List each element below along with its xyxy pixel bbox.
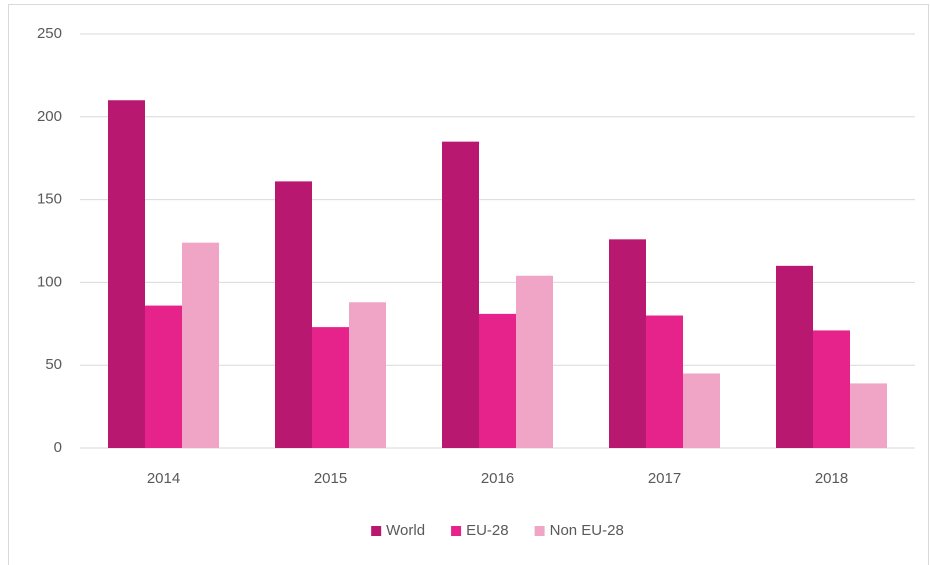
bar <box>516 275 553 448</box>
legend-label: Non EU-28 <box>550 522 624 539</box>
y-tick-label: 50 <box>45 356 62 373</box>
bar <box>182 242 219 448</box>
bar <box>108 100 145 449</box>
legend-swatch <box>371 526 382 536</box>
legend-swatch <box>451 526 462 536</box>
bar <box>275 181 312 448</box>
bar <box>646 315 683 448</box>
x-tick-label: 2014 <box>147 470 180 487</box>
bar <box>609 239 646 448</box>
y-tick-label: 150 <box>37 191 62 208</box>
legend-label: EU-28 <box>466 522 509 539</box>
y-tick-label: 0 <box>54 439 62 456</box>
bar <box>850 383 887 448</box>
x-tick-label: 2016 <box>481 470 514 487</box>
y-tick-label: 250 <box>37 25 62 42</box>
bar <box>145 305 182 448</box>
y-tick-label: 100 <box>37 273 62 290</box>
bar <box>776 265 813 448</box>
y-tick-label: 200 <box>37 108 62 125</box>
bar <box>479 313 516 448</box>
bar <box>442 141 479 448</box>
bar <box>312 327 349 448</box>
chart-border <box>8 4 929 565</box>
x-tick-label: 2018 <box>815 470 848 487</box>
x-tick-label: 2017 <box>648 470 681 487</box>
legend-swatch <box>534 526 545 536</box>
legend-label: World <box>386 522 425 539</box>
bar <box>349 302 386 448</box>
bar <box>813 330 850 448</box>
bar <box>683 373 720 448</box>
x-tick-label: 2015 <box>314 470 347 487</box>
